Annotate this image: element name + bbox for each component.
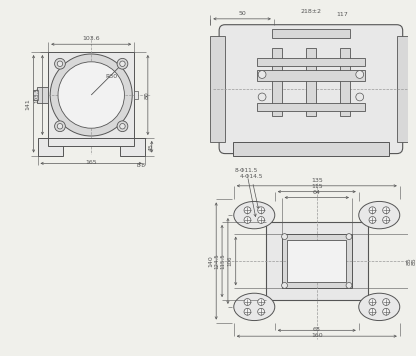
Text: 8-Φ11.5: 8-Φ11.5: [235, 168, 258, 216]
Circle shape: [57, 124, 63, 129]
Bar: [32, 90, 37, 100]
Text: R30: R30: [105, 74, 117, 79]
Circle shape: [356, 70, 364, 78]
Text: 140: 140: [208, 255, 213, 267]
Text: 115.5: 115.5: [220, 253, 225, 269]
Circle shape: [383, 216, 389, 224]
Circle shape: [356, 93, 364, 101]
Circle shape: [58, 62, 124, 128]
FancyBboxPatch shape: [219, 25, 403, 153]
Bar: [48, 138, 134, 146]
Text: 103.6: 103.6: [82, 36, 100, 41]
Circle shape: [369, 299, 376, 305]
Bar: [233, 142, 389, 156]
Bar: [48, 52, 134, 138]
Circle shape: [369, 216, 376, 224]
Circle shape: [282, 234, 287, 240]
Circle shape: [120, 124, 125, 129]
Circle shape: [258, 299, 265, 305]
Circle shape: [369, 207, 376, 214]
Circle shape: [244, 299, 251, 305]
Circle shape: [258, 216, 265, 224]
Text: 165: 165: [85, 160, 97, 165]
Circle shape: [346, 234, 352, 240]
Ellipse shape: [359, 293, 400, 320]
Bar: [257, 70, 364, 81]
Circle shape: [117, 121, 128, 132]
Circle shape: [346, 282, 352, 288]
Circle shape: [54, 58, 65, 69]
Bar: [257, 58, 364, 66]
Circle shape: [244, 308, 251, 315]
Ellipse shape: [234, 293, 275, 320]
Text: 50: 50: [238, 11, 246, 16]
Text: 135: 135: [311, 178, 323, 183]
Text: 106: 106: [228, 256, 233, 266]
Circle shape: [57, 61, 63, 67]
Text: 141: 141: [26, 98, 31, 110]
Text: 4-Φ14.5: 4-Φ14.5: [240, 174, 263, 209]
Circle shape: [258, 70, 266, 78]
Bar: [272, 28, 350, 38]
Bar: [282, 234, 352, 288]
Text: 68: 68: [313, 327, 321, 332]
Text: 115: 115: [311, 184, 322, 189]
Text: 85: 85: [411, 257, 416, 265]
Bar: [134, 91, 138, 99]
Circle shape: [258, 93, 266, 101]
Ellipse shape: [234, 201, 275, 229]
Text: 218±2: 218±2: [300, 9, 322, 14]
Bar: [37, 87, 48, 103]
Text: B-B: B-B: [136, 163, 145, 168]
Text: 124.5: 124.5: [214, 253, 219, 269]
Bar: [266, 222, 368, 300]
Bar: [306, 48, 316, 116]
Text: 80: 80: [145, 91, 150, 99]
Ellipse shape: [359, 201, 400, 229]
Circle shape: [244, 207, 251, 214]
Circle shape: [120, 61, 125, 67]
Bar: [397, 36, 411, 142]
Circle shape: [258, 207, 265, 214]
Text: 117: 117: [337, 12, 349, 17]
Bar: [340, 48, 350, 116]
Bar: [210, 36, 225, 142]
Circle shape: [50, 54, 132, 136]
Circle shape: [244, 216, 251, 224]
Circle shape: [383, 308, 389, 315]
Circle shape: [117, 58, 128, 69]
Text: 64: 64: [313, 190, 321, 195]
Circle shape: [383, 299, 389, 305]
Bar: [287, 240, 346, 282]
Bar: [37, 138, 63, 156]
Circle shape: [54, 121, 65, 132]
Circle shape: [282, 282, 287, 288]
Text: 103.5: 103.5: [35, 87, 40, 103]
Bar: [257, 103, 364, 111]
Text: 85: 85: [406, 257, 411, 265]
Circle shape: [383, 207, 389, 214]
Text: 160: 160: [311, 333, 322, 338]
Bar: [272, 48, 282, 116]
Bar: [119, 138, 145, 156]
Circle shape: [258, 308, 265, 315]
Circle shape: [369, 308, 376, 315]
Text: 45: 45: [149, 143, 154, 151]
